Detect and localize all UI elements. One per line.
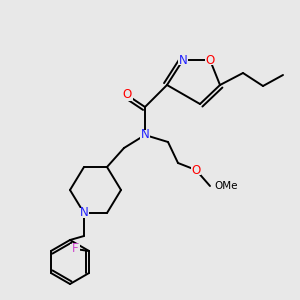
- Text: F: F: [72, 242, 78, 256]
- Bar: [79, 208, 89, 218]
- Bar: [70, 244, 80, 254]
- Text: O: O: [122, 88, 132, 101]
- Text: O: O: [206, 53, 214, 67]
- Bar: [205, 55, 215, 65]
- Text: O: O: [191, 164, 201, 176]
- Bar: [191, 165, 201, 175]
- Text: N: N: [80, 206, 88, 220]
- Bar: [178, 55, 188, 65]
- Bar: [122, 89, 133, 100]
- Text: OMe: OMe: [214, 181, 238, 191]
- Bar: [140, 130, 150, 140]
- Text: N: N: [178, 53, 188, 67]
- Text: N: N: [141, 128, 149, 142]
